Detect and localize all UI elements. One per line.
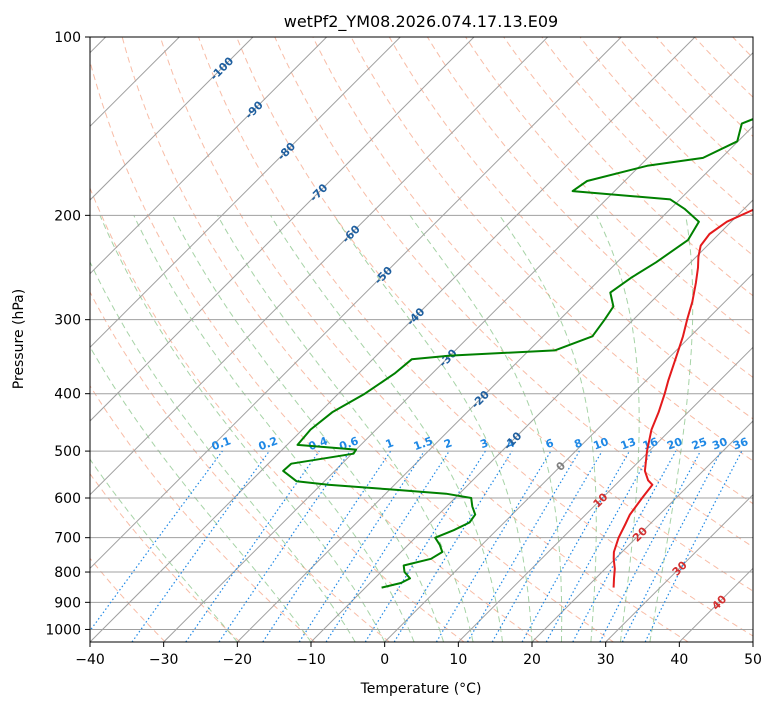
- mixing-ratio-label: 1.5: [412, 434, 435, 453]
- x-tick-label: −30: [149, 652, 179, 668]
- mixing-ratio-line: [545, 450, 653, 642]
- dry-adiabat-line: [503, 37, 753, 297]
- y-tick-label: 200: [54, 208, 81, 224]
- dry-adiabat-line: [426, 37, 753, 379]
- line-labels: 0.1 0.2 0.4 0.6 1 1.5 2 3 4 6 8 10 13 16 20 25 30 36-100-…: [208, 54, 751, 612]
- dry-adiabat-line: [159, 37, 689, 642]
- isotherm-line: [90, 37, 622, 570]
- temperature-profile-line: [612, 208, 753, 588]
- mixing-ratio-label: 10: [592, 435, 611, 453]
- dry-adiabat-line: [274, 37, 753, 548]
- x-tick-label: 50: [744, 652, 762, 668]
- mixing-ratio-label: 13: [619, 435, 638, 452]
- moist-adiabat-line: [172, 215, 445, 642]
- mixing-ratio-line: [325, 450, 450, 642]
- moist-adiabat-line: [333, 215, 533, 642]
- isotherm-line: [163, 51, 753, 642]
- mixing-ratio-label: 0.2: [257, 434, 280, 453]
- x-tick-label: −20: [223, 652, 253, 668]
- dewpoint-profile-line: [282, 118, 753, 589]
- isotherm-line: [236, 125, 753, 642]
- isotherm-line: [605, 493, 753, 642]
- mixing-ratio-line: [262, 450, 392, 642]
- y-tick-label: 900: [54, 595, 81, 611]
- isotherm-line: [90, 37, 401, 349]
- mixing-ratio-line: [218, 450, 351, 642]
- dry-adiabat-line: [90, 291, 390, 642]
- mixing-ratio-label: 3: [478, 436, 490, 451]
- x-tick-label: 10: [449, 652, 467, 668]
- mixing-ratio-line: [644, 450, 743, 642]
- x-tick-label: 40: [670, 652, 688, 668]
- moist-adiabat-line: [270, 215, 503, 642]
- moist-adiabat-line: [133, 215, 415, 642]
- y-tick-label: 400: [54, 387, 81, 403]
- mixing-ratio-line: [185, 450, 320, 642]
- mixing-ratio-line: [298, 450, 425, 642]
- isotherm-line: [531, 420, 753, 642]
- mixing-ratio-label: 0.4: [307, 434, 330, 453]
- moist-adiabat-line: [217, 215, 474, 642]
- dry-adiabat-line: [90, 472, 241, 642]
- mixing-ratio-label: 1: [384, 436, 396, 451]
- x-tick-label: 30: [597, 652, 615, 668]
- moist-adiabat-line: [90, 458, 238, 642]
- mixing-ratio-line: [521, 450, 631, 642]
- mixing-ratio-line: [393, 450, 513, 642]
- isotherm-line: [90, 37, 328, 275]
- dry-adiabat-line: [90, 384, 316, 642]
- y-axis-label: Pressure (hPa): [11, 289, 27, 389]
- mixing-ratio-label: 0.1: [210, 434, 233, 453]
- dry-adiabat-line: [90, 186, 465, 642]
- profile-lines: [282, 118, 753, 589]
- chart-title: wetPf2_YM08.2026.074.17.13.E09: [284, 12, 558, 32]
- axes: −40 −30 −20 −10 0 10 20 30 40 5010020030040050060…: [45, 30, 762, 668]
- y-tick-label: 100: [54, 30, 81, 46]
- mixing-ratio-label: 36: [731, 435, 750, 453]
- x-tick-label: −10: [296, 652, 326, 668]
- plot-frame: [89, 36, 754, 643]
- moist-adiabat-line: [649, 215, 694, 642]
- x-tick-label: 20: [523, 652, 541, 668]
- y-tick-label: 300: [54, 313, 81, 329]
- dry-adiabat-line: [388, 37, 753, 420]
- isotherm-line: [90, 37, 549, 496]
- moist-adiabat-line: [99, 215, 386, 642]
- mixing-ratio-label: 30: [710, 435, 729, 453]
- mixing-ratio-label: 25: [690, 435, 709, 452]
- moist-adiabat-line: [409, 215, 563, 642]
- x-tick-label: −40: [75, 652, 105, 668]
- dry-adiabat-line: [350, 37, 753, 462]
- mixing-ratio-label: 6: [544, 436, 556, 451]
- y-tick-label: 1000: [45, 622, 81, 638]
- dry-adiabat-line: [465, 37, 753, 338]
- x-axis-label: Temperature (°C): [360, 681, 482, 697]
- y-tick-label: 500: [54, 444, 81, 460]
- mixing-ratio-label: 2: [442, 436, 454, 451]
- mixing-ratio-label: 4: [505, 436, 517, 451]
- y-tick-label: 800: [54, 565, 81, 581]
- mixing-ratio-label: 8: [572, 436, 584, 451]
- moist-adiabat-line: [90, 345, 312, 642]
- x-tick-label: 0: [380, 652, 389, 668]
- isotherm-line: [90, 37, 475, 422]
- isotherm-line: [384, 272, 753, 642]
- isotherm-line: [457, 346, 753, 642]
- dry-adiabat-line: [312, 37, 753, 505]
- mixing-ratio-line: [131, 450, 270, 642]
- moist-adiabat-line: [90, 260, 356, 642]
- dry-adiabat-line: [121, 37, 614, 642]
- y-tick-label: 700: [54, 531, 81, 547]
- background-lines: [90, 37, 753, 642]
- y-tick-label: 600: [54, 491, 81, 507]
- mixing-ratio-label: 16: [641, 435, 660, 453]
- mixing-ratio-line: [90, 450, 223, 632]
- mixing-ratio-label: 20: [665, 435, 684, 453]
- dry-adiabat-line: [236, 37, 753, 592]
- isotherm-line: [310, 199, 753, 642]
- isotherm-line: [90, 37, 696, 642]
- isotherm-line: [90, 37, 254, 201]
